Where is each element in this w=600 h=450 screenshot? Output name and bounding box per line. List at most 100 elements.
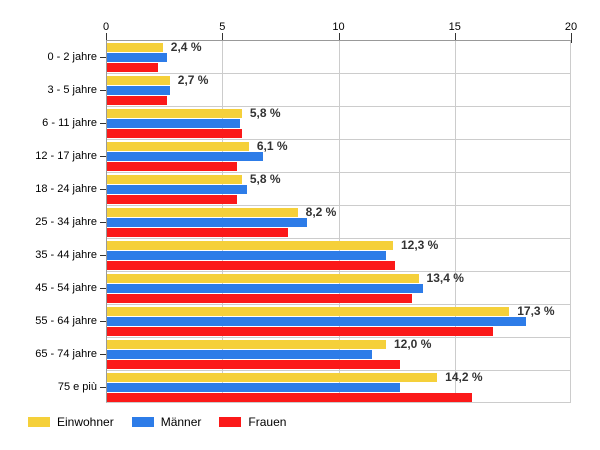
x-tick-label: 0 [102, 21, 110, 33]
gridline-vertical [454, 41, 456, 403]
bar-frauen [107, 393, 473, 402]
bar-einwohner [107, 43, 163, 52]
x-tick-mark [338, 33, 340, 43]
legend-item-frauen: Frauen [219, 415, 286, 429]
gridline-horizontal [107, 73, 571, 74]
gridline-horizontal [107, 139, 571, 140]
bar-einwohner [107, 307, 510, 316]
value-label: 5,8 % [249, 172, 281, 186]
gridline-horizontal [107, 172, 571, 173]
bar-männer [107, 53, 168, 62]
value-label: 13,4 % [426, 271, 464, 285]
gridline-horizontal [107, 238, 571, 239]
y-tick-mark [100, 156, 106, 157]
gridline-horizontal [107, 271, 571, 272]
y-axis-label: 6 - 11 jahre [42, 117, 97, 129]
bar-einwohner [107, 76, 170, 85]
x-tick-label: 10 [332, 21, 345, 33]
bar-männer [107, 218, 307, 227]
bar-frauen [107, 261, 396, 270]
y-axis-label: 45 - 54 jahre [35, 282, 97, 294]
y-axis-label: 12 - 17 jahre [35, 150, 97, 162]
bar-einwohner [107, 241, 393, 250]
legend-label: Frauen [248, 415, 287, 429]
x-tick-mark [222, 33, 224, 43]
bar-frauen [107, 327, 493, 336]
bar-frauen [107, 360, 400, 369]
bar-männer [107, 152, 263, 161]
bar-frauen [107, 228, 289, 237]
bar-einwohner [107, 274, 419, 283]
gridline-horizontal [107, 106, 571, 107]
gridline-horizontal [107, 304, 571, 305]
x-tick-label: 15 [448, 21, 461, 33]
value-label: 5,8 % [249, 106, 281, 120]
y-tick-mark [100, 354, 106, 355]
legend-label: Männer [160, 415, 202, 429]
y-tick-mark [100, 255, 106, 256]
value-label: 2,7 % [177, 73, 209, 87]
y-tick-mark [100, 57, 106, 58]
gridline-horizontal [107, 337, 571, 338]
y-tick-mark [100, 123, 106, 124]
legend-item-einwohner: Einwohner [28, 415, 114, 429]
bar-männer [107, 119, 240, 128]
bar-einwohner [107, 373, 438, 382]
legend-item-männer: Männer [131, 415, 202, 429]
bar-frauen [107, 63, 159, 72]
bar-männer [107, 251, 386, 260]
x-tick-mark [454, 33, 456, 43]
bar-einwohner [107, 142, 249, 151]
y-axis-label: 35 - 44 jahre [35, 249, 97, 261]
y-tick-mark [100, 387, 106, 388]
legend: Einwohner Männer Frauen [28, 415, 304, 429]
y-axis-label: 65 - 74 jahre [35, 348, 97, 360]
bar-männer [107, 383, 400, 392]
y-axis-label: 3 - 5 jahre [47, 84, 97, 96]
value-label: 12,3 % [400, 238, 439, 252]
bar-männer [107, 284, 424, 293]
value-label: 17,3 % [517, 304, 555, 318]
gridline-horizontal [107, 370, 571, 371]
y-tick-mark [100, 288, 106, 289]
x-tick-mark [106, 33, 107, 43]
x-tick-label: 5 [219, 21, 226, 33]
bar-frauen [107, 195, 238, 204]
x-tick-label: 20 [564, 21, 578, 33]
y-tick-mark [100, 189, 106, 190]
y-axis-label: 18 - 24 jahre [35, 183, 97, 195]
bar-einwohner [107, 208, 298, 217]
y-axis-label: 0 - 2 jahre [47, 51, 97, 63]
bar-männer [107, 317, 526, 326]
plot-area: 2,4 % 2,7 % 5,8 % 6,1 % 5,8 % 8,2 % 12,3 % 13,4… [106, 40, 571, 403]
value-label: 12,0 % [394, 337, 432, 351]
gridline-vertical [338, 41, 340, 403]
bar-einwohner [107, 109, 242, 118]
y-tick-mark [100, 90, 106, 91]
value-label: 2,4 % [170, 40, 202, 54]
bar-einwohner [107, 175, 242, 184]
y-axis-label: 55 - 64 jahre [35, 315, 97, 327]
legend-label: Einwohner [57, 415, 114, 429]
legend-swatch [28, 417, 50, 427]
bar-frauen [107, 129, 242, 138]
y-axis-label: 75 e più [57, 381, 97, 393]
bar-frauen [107, 96, 168, 105]
bar-einwohner [107, 340, 386, 349]
y-axis-label: 25 - 34 jahre [35, 216, 97, 228]
legend-swatch [131, 417, 154, 427]
bar-männer [107, 350, 373, 359]
value-label: 6,1 % [256, 139, 288, 153]
bar-männer [107, 185, 247, 194]
y-tick-mark [100, 222, 106, 223]
legend-swatch [219, 417, 242, 427]
x-tick-mark [571, 33, 572, 43]
gridline-horizontal [107, 205, 571, 206]
bar-männer [107, 86, 170, 95]
bar-frauen [107, 294, 412, 303]
value-label: 8,2 % [305, 205, 337, 219]
value-label: 14,2 % [445, 370, 483, 384]
bar-frauen [107, 162, 238, 171]
y-tick-mark [100, 321, 106, 322]
